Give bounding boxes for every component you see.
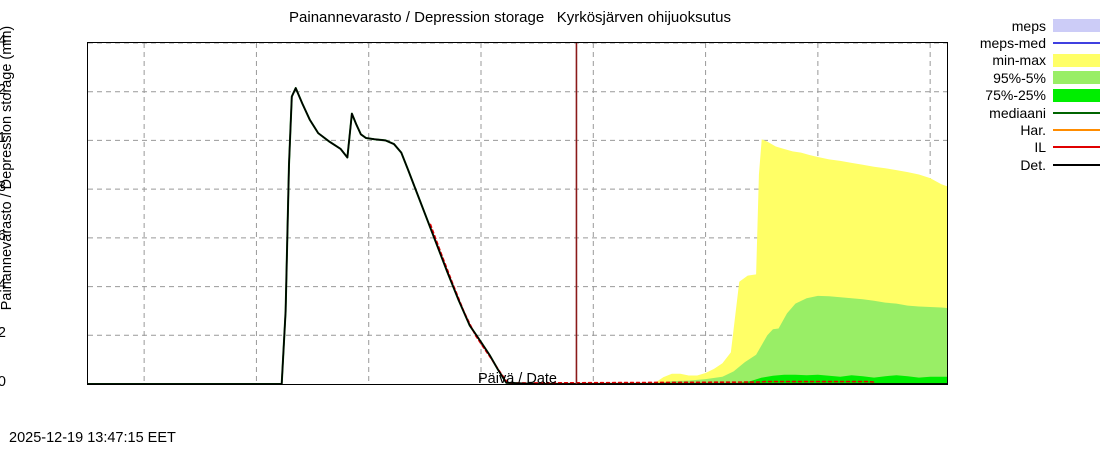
legend-item-mediaani[interactable]: mediaani: [975, 104, 1100, 121]
legend-item-95-5-[interactable]: 95%-5%: [975, 69, 1100, 86]
y-tick-label: 0.1: [0, 130, 6, 147]
legend-item-label: 95%-5%: [993, 69, 1046, 86]
legend-swatch: [1053, 53, 1100, 67]
timestamp-label: 2025-12-19 13:47:15 EET: [9, 430, 176, 446]
chart-legend: meps meps-med min-max 95%-5% 75%-25% mediaani…: [975, 17, 1100, 174]
chart-title: Painannevarasto / Depression storage Kyr…: [289, 9, 731, 26]
y-tick-label: 0.14: [0, 33, 6, 49]
x-axis-label: Päivä / Date: [478, 371, 557, 387]
legend-item-label: mediaani: [989, 104, 1046, 121]
y-tick-label: 0.06: [0, 227, 6, 244]
legend-item-label: Har.: [1020, 122, 1046, 139]
legend-item-har-[interactable]: Har.: [975, 121, 1100, 138]
y-tick-label: 0.04: [0, 276, 6, 293]
legend-item-label: min-max: [992, 52, 1046, 69]
legend-line-sample: [1053, 163, 1100, 166]
legend-item-label: meps-med: [979, 35, 1046, 52]
legend-item-label: Det.: [1020, 156, 1046, 173]
band-75-25-: [739, 374, 947, 384]
legend-item-il[interactable]: IL: [975, 139, 1100, 156]
legend-item-meps[interactable]: meps: [975, 17, 1100, 34]
legend-line-sample: [1053, 111, 1100, 114]
legend-line-sample: [1053, 42, 1100, 45]
y-tick-label: 0.02: [0, 325, 6, 342]
legend-swatch: [1053, 71, 1100, 85]
legend-item-meps-med[interactable]: meps-med: [975, 34, 1100, 51]
y-tick-label: 0.08: [0, 179, 6, 196]
plot-inner: [88, 43, 947, 384]
legend-item-det-[interactable]: Det.: [975, 156, 1100, 173]
line-det-: [88, 87, 947, 384]
legend-line-sample: [1053, 129, 1100, 132]
legend-item-label: IL: [1034, 139, 1046, 156]
y-tick-label: 0: [0, 374, 6, 390]
legend-item-min-max[interactable]: min-max: [975, 52, 1100, 69]
legend-swatch: [1053, 19, 1100, 33]
legend-item-label: meps: [1011, 17, 1046, 34]
chart-canvas: [88, 43, 947, 384]
legend-item-label: 75%-25%: [985, 87, 1046, 104]
band-95-5-: [655, 295, 947, 384]
legend-item-75-25-[interactable]: 75%-25%: [975, 87, 1100, 104]
legend-line-sample: [1053, 146, 1100, 149]
y-tick-label: 0.12: [0, 81, 6, 98]
plot-area[interactable]: [87, 42, 948, 385]
legend-swatch: [1053, 88, 1100, 102]
